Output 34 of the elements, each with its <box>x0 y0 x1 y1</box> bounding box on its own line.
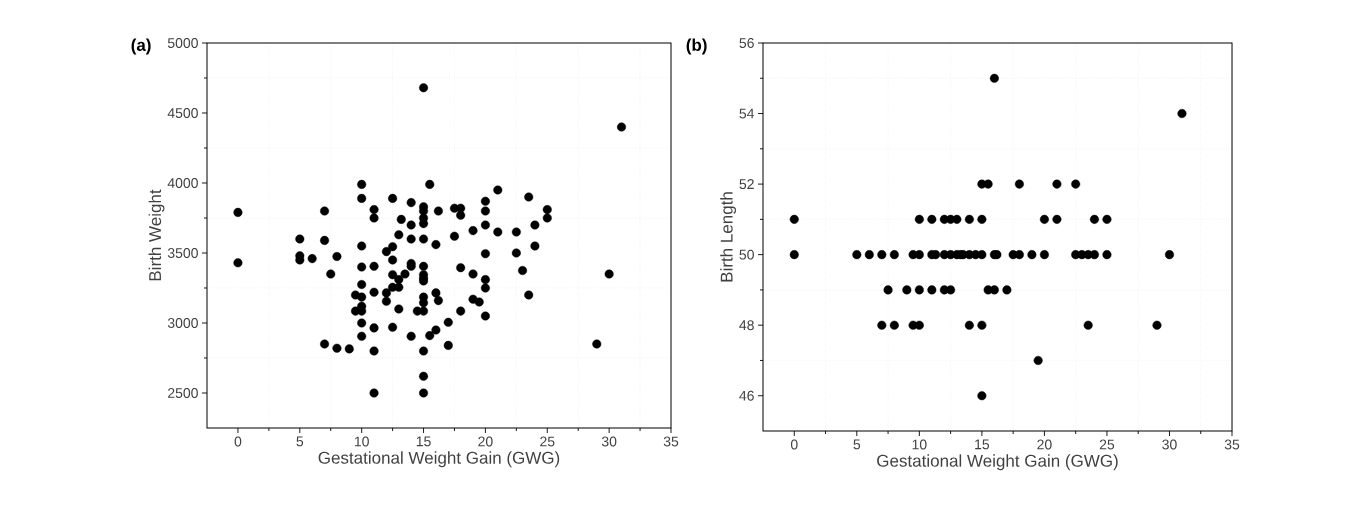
x-tick-label: 5 <box>853 439 861 450</box>
x-axis-title: Gestational Weight Gain (GWG) <box>318 451 560 468</box>
x-tick-label: 5 <box>296 436 304 447</box>
x-tick-label: 35 <box>663 436 679 447</box>
x-tick-label: 25 <box>540 436 555 447</box>
y-tick-label: 48 <box>739 320 754 331</box>
x-tick-label: 10 <box>912 439 927 450</box>
x-tick-label: 25 <box>1099 439 1115 450</box>
y-axis-title: Birth Weight <box>148 189 165 281</box>
chart-title: (a) <box>131 38 151 55</box>
y-tick-label: 4000 <box>167 178 198 188</box>
y-tick-label: 3000 <box>167 318 198 328</box>
y-tick-label: 3500 <box>167 248 198 258</box>
x-tick-label: 15 <box>975 439 990 450</box>
y-axis-title: Birth Length <box>720 192 737 282</box>
x-tick-label: 0 <box>234 436 242 447</box>
x-tick-label: 35 <box>1224 439 1240 450</box>
x-axis-title: Gestational Weight Gain (GWG) <box>877 454 1118 471</box>
chart-title: (b) <box>686 38 707 55</box>
y-tick-label: 56 <box>739 38 754 48</box>
y-tick-label: 54 <box>739 108 755 119</box>
x-tick-label: 30 <box>1162 439 1177 450</box>
x-tick-label: 15 <box>416 436 431 447</box>
x-tick-label: 10 <box>354 436 369 447</box>
y-tick-label: 4500 <box>167 108 198 118</box>
y-tick-label: 46 <box>739 390 754 401</box>
y-tick-label: 52 <box>739 179 754 190</box>
y-tick-label: 50 <box>739 249 754 260</box>
x-tick-label: 20 <box>1037 439 1052 450</box>
y-tick-label: 5000 <box>167 38 198 48</box>
x-tick-label: 20 <box>478 436 493 447</box>
y-tick-label: 2500 <box>168 388 198 398</box>
x-tick-label: 30 <box>601 436 617 447</box>
x-tick-label: 0 <box>790 439 798 450</box>
